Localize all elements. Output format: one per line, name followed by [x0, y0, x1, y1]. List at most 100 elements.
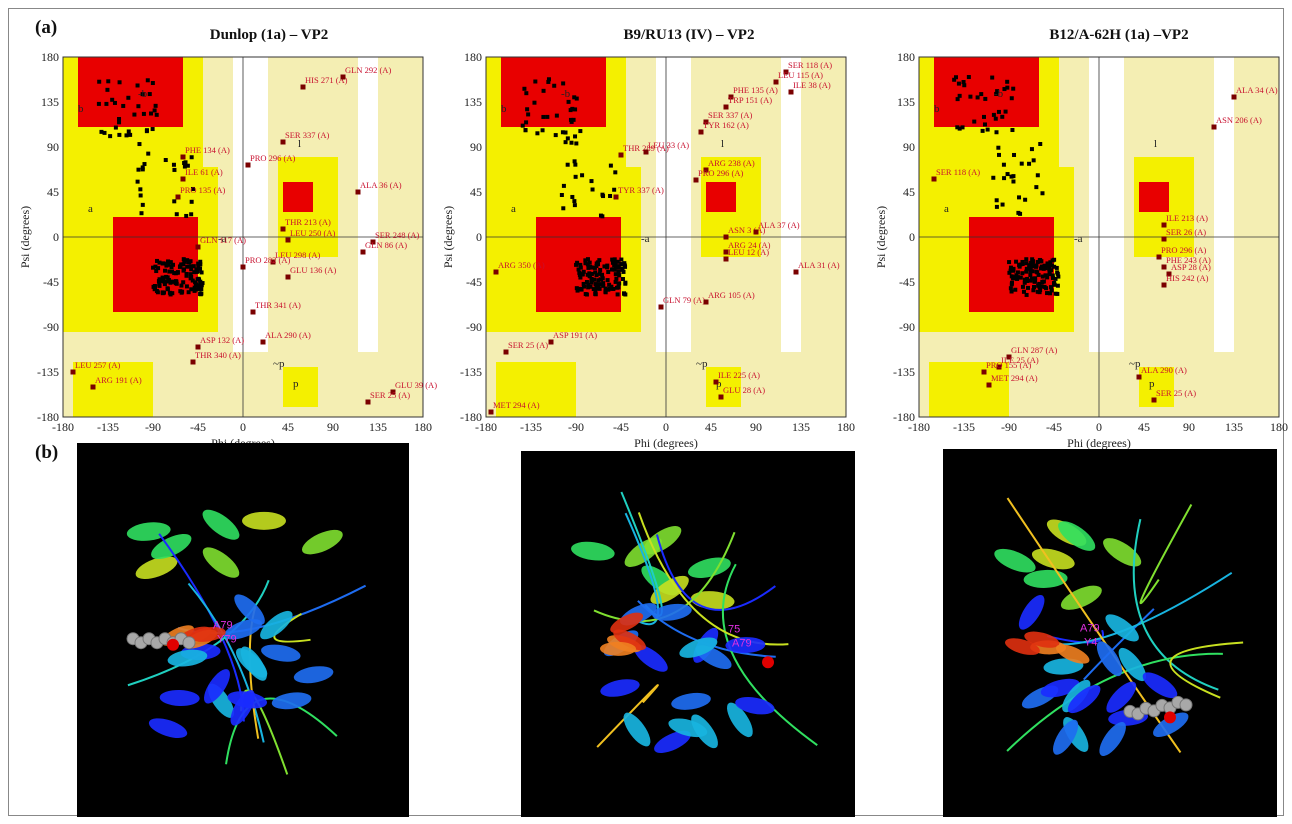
region-letter: -a	[1074, 233, 1083, 245]
residue-point	[595, 261, 599, 265]
residue-point	[569, 108, 573, 112]
plot-title-b12: B12/A-62H (1a) –VP2	[1019, 27, 1219, 44]
residue-point	[196, 277, 200, 281]
residue-point	[1045, 291, 1049, 295]
residue-point	[573, 163, 577, 167]
residue-point	[617, 270, 621, 274]
residue-point	[623, 265, 627, 269]
region-letter: p	[1149, 378, 1155, 390]
x-axis-label: Phi (degrees)	[1067, 436, 1131, 450]
residue-label: GLU 28 (A)	[723, 385, 765, 395]
residue-marker	[694, 178, 699, 183]
residue-point	[573, 107, 577, 111]
helix-ribbon	[991, 544, 1039, 577]
residue-marker	[356, 190, 361, 195]
structure-residue-label: Y79	[217, 634, 237, 646]
residue-point	[1017, 195, 1021, 199]
residue-point	[561, 206, 565, 210]
y-tick-label: 180	[897, 50, 915, 64]
residue-point	[575, 286, 579, 290]
y-tick-label: -180	[37, 410, 59, 424]
residue-point	[590, 272, 594, 276]
residue-point	[179, 284, 183, 288]
residue-point	[613, 170, 617, 174]
residue-point	[104, 102, 108, 106]
residue-label: TRP 151 (A)	[728, 95, 772, 105]
plot-title-b9: B9/RU13 (IV) – VP2	[589, 27, 789, 44]
residue-point	[178, 264, 182, 268]
y-tick-label: 135	[464, 95, 482, 109]
residue-marker	[1232, 95, 1237, 100]
residue-point	[1015, 277, 1019, 281]
residue-point	[182, 161, 186, 165]
residue-marker	[619, 153, 624, 158]
residue-point	[1000, 115, 1004, 119]
x-tick-label: 45	[705, 420, 717, 434]
core-region	[283, 182, 313, 212]
allowed-region	[73, 362, 153, 417]
residue-label: PHE 135 (A)	[733, 85, 778, 95]
residue-label: GLN 287 (A)	[1011, 345, 1057, 355]
residue-point	[575, 97, 579, 101]
residue-marker	[301, 85, 306, 90]
residue-marker	[281, 227, 286, 232]
residue-point	[1007, 260, 1011, 264]
residue-point	[1040, 265, 1044, 269]
y-tick-label: 90	[470, 140, 482, 154]
residue-point	[1030, 257, 1034, 261]
residue-label: PRO 296 (A)	[250, 153, 296, 163]
residue-point	[1048, 272, 1052, 276]
residue-marker	[286, 275, 291, 280]
residue-marker	[549, 340, 554, 345]
residue-point	[136, 180, 140, 184]
oxygen-sphere	[762, 656, 774, 668]
residue-marker	[659, 305, 664, 310]
residue-point	[598, 268, 602, 272]
residue-label: SER 248 (A)	[375, 230, 420, 240]
residue-point	[1011, 87, 1015, 91]
residue-point	[1044, 286, 1048, 290]
residue-point	[198, 260, 202, 264]
residue-point	[1054, 292, 1058, 296]
residue-point	[617, 273, 621, 277]
residue-point	[595, 273, 599, 277]
residue-point	[114, 126, 118, 130]
y-tick-label: -135	[37, 365, 59, 379]
residue-point	[1020, 271, 1024, 275]
residue-label: SER 25 (A)	[1156, 388, 1196, 398]
residue-point	[614, 280, 618, 284]
residue-point	[148, 92, 152, 96]
residue-point	[189, 287, 193, 291]
residue-point	[612, 188, 616, 192]
residue-point	[957, 82, 961, 86]
x-tick-label: 0	[1096, 420, 1102, 434]
residue-point	[566, 136, 570, 140]
core-region	[78, 57, 183, 127]
residue-point	[145, 129, 149, 133]
residue-point	[1041, 275, 1045, 279]
residue-point	[589, 281, 593, 285]
residue-point	[182, 260, 186, 264]
residue-point	[579, 266, 583, 270]
residue-point	[126, 96, 130, 100]
residue-label: PRO 282 (A)	[245, 255, 291, 265]
residue-label: LEU 33 (A)	[648, 140, 689, 150]
residue-point	[578, 129, 582, 133]
residue-marker	[714, 380, 719, 385]
helix-ribbon	[670, 690, 712, 712]
residue-point	[108, 134, 112, 138]
y-tick-label: -135	[460, 365, 482, 379]
residue-point	[976, 95, 980, 99]
residue-label: GLN 79 (A)	[663, 295, 705, 305]
plot-title-dunlop: Dunlop (1a) – VP2	[169, 27, 369, 44]
region-letter: b	[78, 103, 84, 115]
region-letter: -b	[561, 88, 571, 100]
residue-label: SER 337 (A)	[285, 130, 330, 140]
residue-point	[113, 101, 117, 105]
residue-marker	[724, 235, 729, 240]
y-tick-label: 135	[897, 95, 915, 109]
residue-point	[1001, 203, 1005, 207]
residue-marker	[241, 265, 246, 270]
residue-point	[569, 141, 573, 145]
oxygen-sphere	[1164, 711, 1176, 723]
